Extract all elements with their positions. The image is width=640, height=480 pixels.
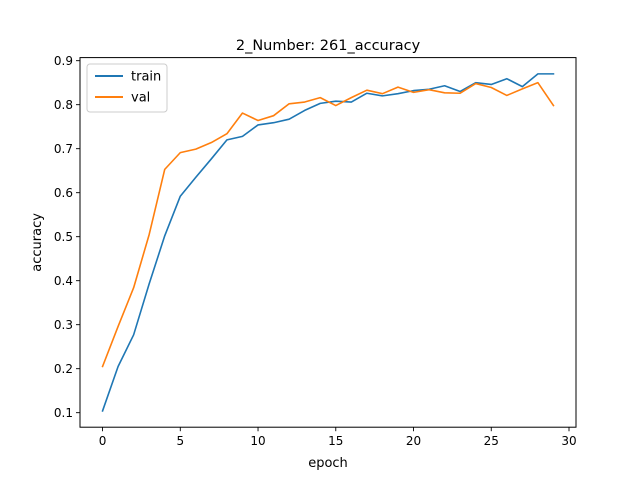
y-tick-label: 0.7 bbox=[54, 142, 73, 156]
y-tick-label: 0.2 bbox=[54, 362, 73, 376]
y-tick-label: 0.3 bbox=[54, 318, 73, 332]
legend-label-train: train bbox=[131, 70, 161, 85]
y-axis-ticks: 0.1 0.2 0.3 0.4 0.5 0.6 0.7 0.8 0.9 bbox=[54, 54, 80, 420]
plot-frame bbox=[79, 57, 577, 428]
y-axis-label: accuracy bbox=[30, 213, 45, 272]
x-tick-label: 5 bbox=[176, 434, 184, 448]
x-tick-label: 0 bbox=[99, 434, 107, 448]
x-tick-label: 10 bbox=[250, 434, 265, 448]
series-layer bbox=[101, 73, 555, 412]
y-tick-label: 0.9 bbox=[54, 54, 73, 68]
x-tick-label: 15 bbox=[328, 434, 343, 448]
y-tick-label: 0.5 bbox=[54, 230, 73, 244]
x-axis-label: epoch bbox=[308, 456, 348, 471]
legend: train val bbox=[86, 63, 168, 113]
x-axis-ticks: 0 5 10 15 20 25 30 bbox=[99, 427, 577, 448]
y-tick-label: 0.4 bbox=[54, 274, 73, 288]
y-tick-label: 0.6 bbox=[54, 186, 73, 200]
chart-title: 2_Number: 261_accuracy bbox=[236, 38, 421, 54]
x-tick-label: 20 bbox=[406, 434, 421, 448]
y-tick-label: 0.8 bbox=[54, 98, 73, 112]
x-tick-label: 30 bbox=[561, 434, 576, 448]
x-tick-label: 25 bbox=[484, 434, 499, 448]
legend-label-val: val bbox=[131, 91, 150, 106]
y-tick-label: 0.1 bbox=[54, 406, 73, 420]
series-line-val bbox=[101, 81, 555, 368]
